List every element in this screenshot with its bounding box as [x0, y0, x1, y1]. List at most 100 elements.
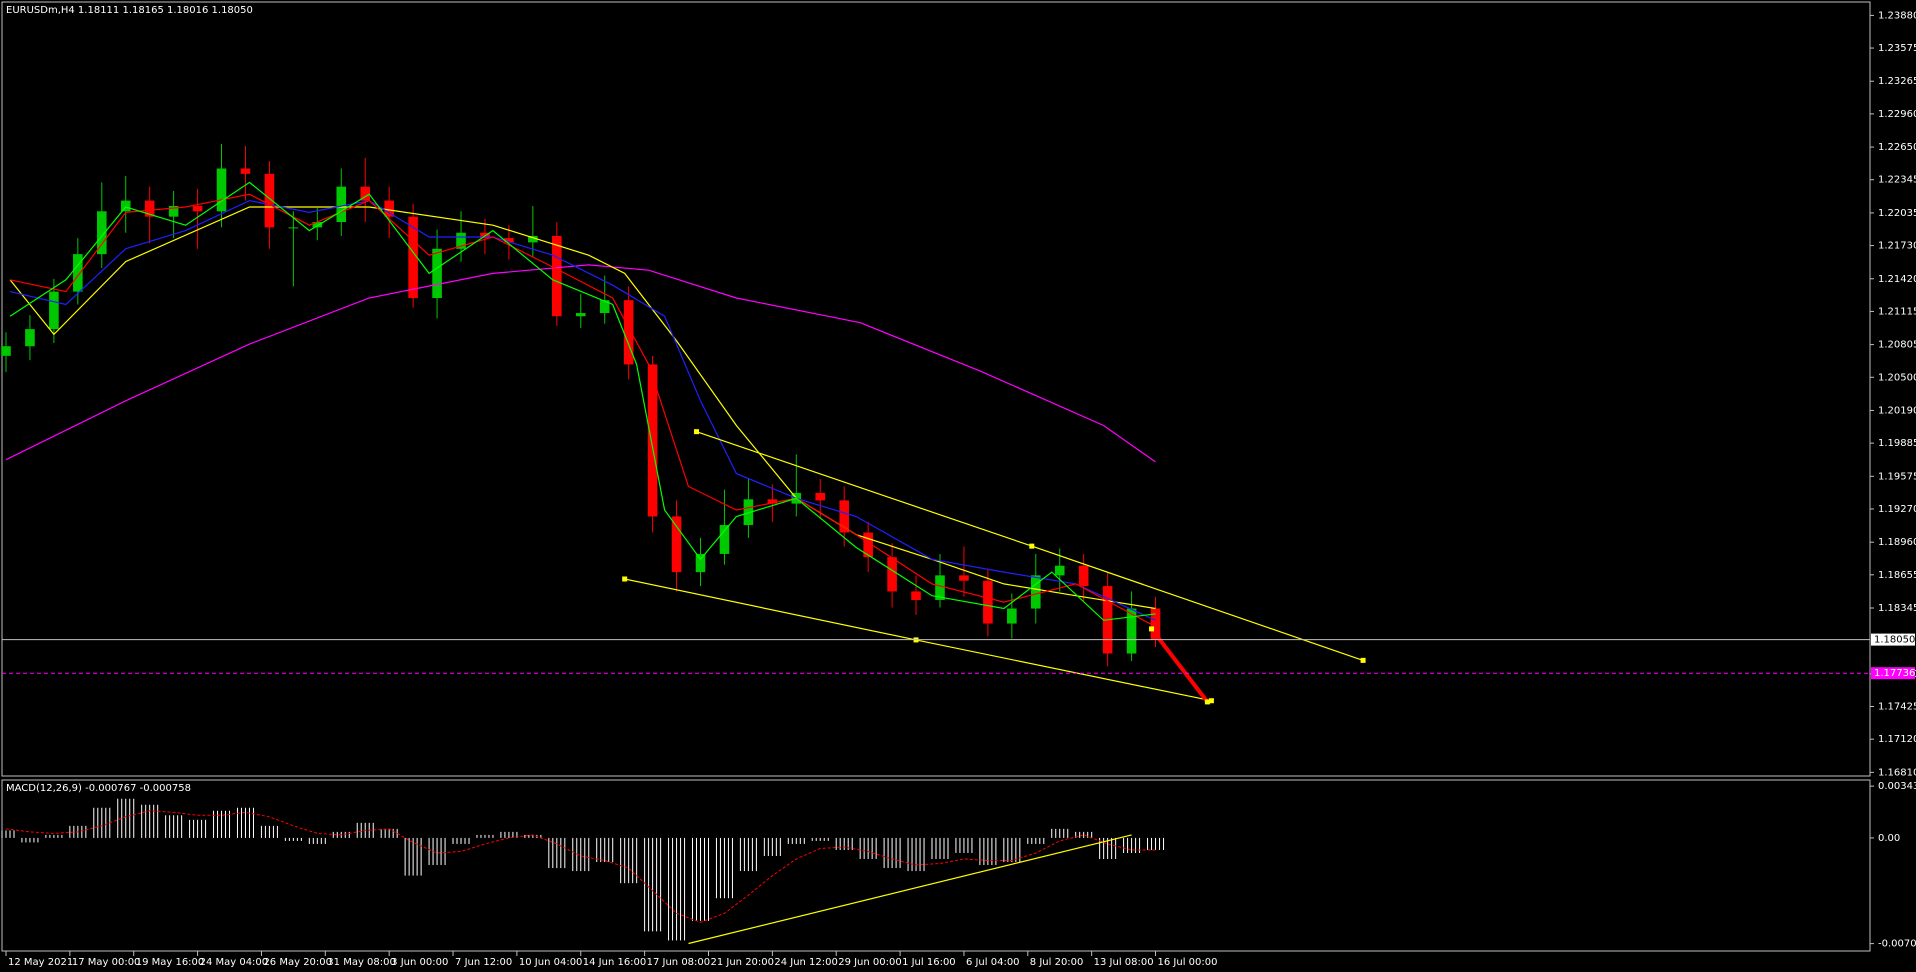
y-tick-label: 1.23575: [1878, 43, 1916, 54]
y-tick-label: 1.21115: [1878, 306, 1916, 317]
candle-body: [863, 532, 873, 558]
y-tick-label: 1.22650: [1878, 142, 1916, 153]
price-label-box: [1871, 633, 1915, 646]
candle-body: [647, 364, 658, 517]
x-tick-label: 3 Jun 00:00: [391, 957, 448, 968]
y-tick-label: 1.19885: [1878, 438, 1916, 449]
x-tick-label: 24 Jun 12:00: [774, 957, 838, 968]
candle-body: [1126, 608, 1137, 654]
x-tick-label: 16 Jul 00:00: [1158, 957, 1218, 968]
trendline-handle: [1360, 657, 1366, 663]
trendline-handle: [622, 576, 628, 582]
candle-body: [144, 200, 155, 217]
trendline-handle: [1149, 626, 1155, 632]
y-tick-label: 1.22345: [1878, 175, 1916, 186]
y-tick-label: 1.22035: [1878, 208, 1916, 219]
candle-body: [408, 216, 418, 299]
macd-signal: [5, 810, 1156, 923]
price-label-box: [1871, 667, 1915, 680]
y-tick-label: 1.17425: [1878, 702, 1916, 713]
candle-body: [767, 499, 778, 504]
x-tick-label: 7 Jun 12:00: [455, 957, 512, 968]
candle-body: [73, 254, 83, 292]
price-label: 1.18050: [1874, 635, 1915, 646]
candle-body: [1150, 608, 1161, 640]
candle-body: [575, 313, 586, 317]
symbol-title: EURUSDm,H4 1.18111 1.18165 1.18016 1.180…: [6, 5, 253, 16]
x-tick-label: 14 Jun 16:00: [583, 957, 647, 968]
candle-body: [1054, 565, 1065, 576]
candle-body: [599, 300, 610, 314]
candle-body: [432, 248, 442, 299]
candle-body: [959, 575, 969, 581]
macd-panel: [1, 779, 1871, 952]
x-tick-label: 17 May 00:00: [72, 957, 141, 968]
trendline-handle: [1204, 699, 1210, 705]
candle-body: [839, 500, 849, 533]
y-tick-label: 1.22960: [1878, 109, 1916, 120]
y-tick-label: 1.20500: [1878, 372, 1916, 383]
y-tick-label: 1.18960: [1878, 537, 1916, 548]
y-tick-label: 0.00: [1878, 833, 1900, 844]
x-tick-label: 26 May 20:00: [263, 957, 332, 968]
x-tick-label: 21 Jun 20:00: [710, 957, 774, 968]
x-tick-label: 8 Jul 20:00: [1030, 957, 1084, 968]
y-tick-label: 1.18655: [1878, 570, 1916, 581]
candle-body: [935, 575, 945, 600]
moving-average: [9, 181, 1156, 621]
y-tick-label: 1.18345: [1878, 603, 1916, 614]
candle-body: [552, 235, 562, 317]
candle-body: [192, 205, 203, 212]
candle-body: [1, 346, 11, 356]
candle-body: [719, 525, 730, 554]
candle-body: [887, 557, 897, 592]
x-tick-label: 19 May 16:00: [136, 957, 205, 968]
candle-body: [288, 227, 299, 229]
moving-average: [9, 206, 1156, 610]
candle-body: [1007, 608, 1017, 624]
trendline-handle: [1208, 698, 1214, 704]
candle-body: [911, 591, 921, 600]
y-tick-label: 1.21730: [1878, 241, 1916, 252]
price-label: 1.17736: [1874, 668, 1915, 679]
candle-body: [743, 499, 754, 526]
candle-body: [240, 168, 251, 174]
x-tick-label: 12 May 2021: [8, 957, 73, 968]
candle-body: [336, 186, 347, 223]
candle-body: [504, 238, 514, 243]
candle-body: [360, 186, 371, 201]
candle-body: [120, 200, 131, 212]
candle-body: [456, 232, 466, 249]
x-tick-label: 6 Jul 04:00: [966, 957, 1020, 968]
x-tick-label: 1 Jul 16:00: [902, 957, 956, 968]
moving-average: [9, 193, 1156, 628]
candle-body: [671, 516, 682, 573]
candle-body: [216, 168, 227, 212]
y-tick-label: 1.19270: [1878, 504, 1916, 515]
moving-average: [5, 264, 1156, 463]
candle-body: [312, 222, 323, 228]
y-tick-label: -0.00701: [1878, 939, 1916, 950]
x-tick-label: 10 Jun 04:00: [519, 957, 583, 968]
y-tick-label: 1.20805: [1878, 340, 1916, 351]
candle-body: [168, 205, 179, 217]
macd-title: MACD(12,26,9) -0.000767 -0.000758: [6, 783, 191, 794]
y-tick-label: 1.20190: [1878, 405, 1916, 416]
x-tick-label: 17 Jun 08:00: [647, 957, 711, 968]
candle-body: [96, 211, 107, 255]
candle-body: [264, 173, 275, 228]
moving-average: [9, 199, 1156, 621]
x-tick-label: 13 Jul 08:00: [1094, 957, 1154, 968]
candle-body: [1030, 575, 1041, 609]
y-tick-label: 1.19575: [1878, 471, 1916, 482]
y-tick-label: 0.003434: [1878, 781, 1916, 792]
candle-body: [528, 235, 538, 243]
trendline-handle: [1029, 543, 1035, 549]
candle-body: [815, 492, 826, 501]
macd-trendline: [688, 834, 1132, 945]
candle-body: [25, 329, 35, 347]
price-panel: [1, 1, 1871, 777]
